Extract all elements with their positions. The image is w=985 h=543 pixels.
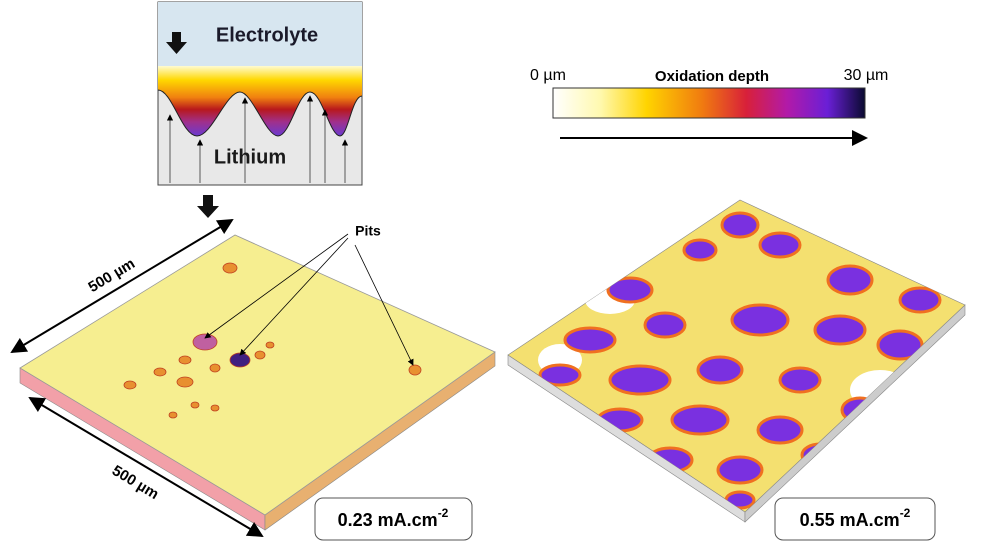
current-density-right: 0.55 mA.cm-2: [800, 506, 911, 530]
down-arrow: [197, 195, 219, 218]
colorbar-max: 30 µm: [844, 67, 889, 84]
right-sample: 0.55 mA.cm-2: [508, 200, 965, 540]
figure: Electrolyte Lithium 0 µm Oxidation depth…: [0, 0, 985, 543]
current-base: 0.23 mA.cm: [338, 510, 438, 530]
electrolyte-label: Electrolyte: [216, 24, 318, 46]
dimension-top: 500 µm: [85, 255, 138, 296]
current-base: 0.55 mA.cm: [800, 510, 900, 530]
schematic: Electrolyte Lithium: [158, 2, 362, 185]
pits-label: Pits: [355, 223, 381, 239]
colorbar-min: 0 µm: [530, 67, 566, 84]
lithium-label: Lithium: [214, 146, 286, 168]
current-exponent: -2: [438, 506, 449, 520]
dimension-bottom: 500 µm: [109, 462, 162, 503]
colorbar-title: Oxidation depth: [655, 68, 769, 85]
left-sample: 500 µm 500 µm Pits 0.23 mA.cm-2: [12, 220, 495, 540]
current-exponent: -2: [900, 506, 911, 520]
current-density-left: 0.23 mA.cm-2: [338, 506, 449, 530]
colorbar: 0 µm Oxidation depth 30 µm: [530, 67, 888, 138]
